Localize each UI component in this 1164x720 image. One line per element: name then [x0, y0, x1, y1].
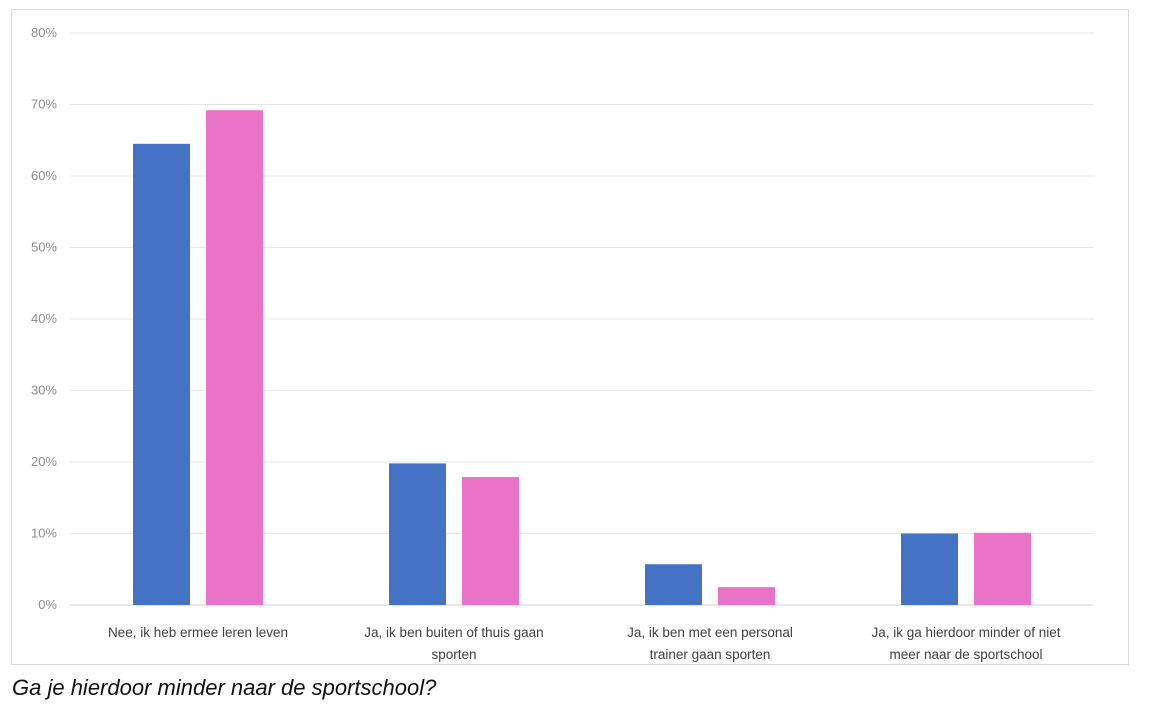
x-category-label: meer naar de sportschool: [889, 647, 1042, 662]
y-tick-label: 30%: [31, 383, 57, 398]
y-tick-label: 10%: [31, 526, 57, 541]
bar-series2-cat1: [206, 110, 263, 605]
y-tick-label: 60%: [31, 168, 57, 183]
x-category-label: Ja, ik ga hierdoor minder of niet: [871, 625, 1060, 640]
y-tick-label: 80%: [31, 25, 57, 40]
bar-series1-cat4: [901, 533, 958, 605]
bar-series2-cat3: [718, 587, 775, 605]
bar-series2-cat4: [974, 532, 1031, 605]
bar-series1-cat3: [645, 564, 702, 605]
x-category-label: sporten: [431, 647, 476, 662]
chart-caption: Ga je hierdoor minder naar de sportschoo…: [12, 675, 437, 700]
bar-series1-cat1: [133, 143, 190, 605]
x-category-label: Nee, ik heb ermee leren leven: [108, 625, 288, 640]
y-tick-label: 40%: [31, 311, 57, 326]
x-category-label: trainer gaan sporten: [650, 647, 771, 662]
y-tick-label: 20%: [31, 454, 57, 469]
y-tick-label: 50%: [31, 240, 57, 255]
x-category-label: Ja, ik ben met een personal: [627, 625, 793, 640]
y-tick-label: 70%: [31, 97, 57, 112]
bar-series2-cat2: [462, 477, 519, 605]
bar-chart: 0% 10% 20% 30% 40% 50% 60% 70% 80% Nee, ik heb er…: [31, 25, 1094, 662]
y-tick-label: 0%: [38, 597, 57, 612]
x-category-label: Ja, ik ben buiten of thuis gaan: [364, 625, 543, 640]
bar-series1-cat2: [389, 463, 446, 605]
